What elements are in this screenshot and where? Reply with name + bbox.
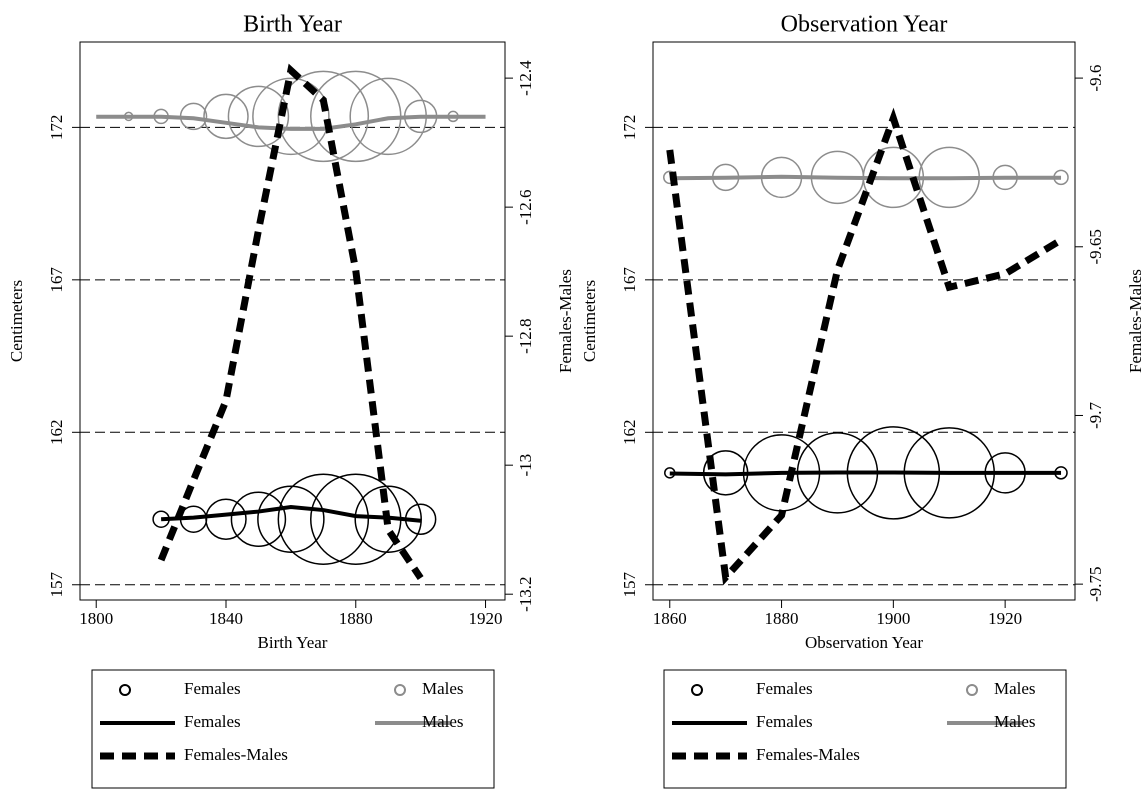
- plot-frame: [79, 41, 506, 601]
- x-tick-label: 1840: [209, 609, 243, 628]
- chart-title: Birth Year: [243, 12, 342, 38]
- legend-marker: [119, 684, 131, 696]
- plot-area: [96, 63, 486, 581]
- y-tick-label: 157: [47, 572, 66, 598]
- legend-marker: [966, 684, 978, 696]
- y-tick-label: 162: [47, 420, 66, 446]
- y-tick-label: 172: [47, 115, 66, 140]
- legend-label: Males: [994, 712, 1036, 731]
- x-tick-label: 1920: [988, 609, 1022, 628]
- legend-label: Males: [422, 679, 464, 698]
- dashed-line: [157, 63, 424, 581]
- x-tick-label: 1860: [653, 609, 687, 628]
- line: [161, 504, 421, 523]
- x-tick-label: 1880: [765, 609, 799, 628]
- y2-axis-title: Females-Males: [1126, 269, 1143, 373]
- legend-box: [663, 669, 1067, 789]
- y2-tick-label: -12.4: [516, 60, 535, 96]
- y-tick-label: 162: [620, 420, 639, 446]
- panel: Observation Year 157 162 167 172 -9.6 -9.65 -9.…: [580, 12, 1143, 789]
- line: [96, 114, 486, 131]
- legend-label: Females-Males: [756, 745, 860, 764]
- panel: Birth Year 157 162 167 172 -12.4 -12.6 -12.8 -13…: [7, 12, 575, 789]
- dashed-line: [666, 107, 1063, 586]
- legend-label: Females: [756, 712, 813, 731]
- bubble: [203, 93, 249, 140]
- y-tick-label: 167: [620, 267, 639, 293]
- y-tick-label: 167: [47, 267, 66, 293]
- x-tick-label: 1880: [339, 609, 373, 628]
- bubble: [230, 491, 287, 547]
- legend-label: Females: [184, 679, 241, 698]
- y2-tick-label: -12.6: [516, 189, 535, 224]
- bubble: [227, 85, 290, 148]
- legend-label: Females: [756, 679, 813, 698]
- chart-title: Observation Year: [781, 12, 948, 38]
- bubble: [257, 485, 325, 553]
- x-axis-title: Birth Year: [258, 633, 328, 652]
- line: [669, 470, 1062, 477]
- y2-tick-label: -9.65: [1086, 229, 1105, 264]
- bubble: [354, 485, 422, 553]
- legend-box: [91, 669, 495, 789]
- bubble: [277, 473, 370, 565]
- bubble: [252, 77, 330, 156]
- y-axis-title: Centimeters: [7, 280, 26, 362]
- x-axis-title: Observation Year: [805, 633, 923, 652]
- legend-marker: [691, 684, 703, 696]
- y2-tick-label: -13: [516, 454, 535, 477]
- legend-marker: [394, 684, 406, 696]
- y-axis-title: Centimeters: [580, 280, 599, 362]
- y2-tick-label: -9.6: [1086, 65, 1105, 92]
- bubble: [205, 498, 247, 540]
- y2-axis-title: Females-Males: [556, 269, 575, 373]
- x-tick-label: 1800: [79, 609, 113, 628]
- y2-tick-label: -13.2: [516, 576, 535, 611]
- line: [669, 174, 1062, 181]
- legend-label: Males: [994, 679, 1036, 698]
- y-tick-label: 157: [620, 572, 639, 598]
- legend-label: Females: [184, 712, 241, 731]
- x-tick-label: 1920: [469, 609, 503, 628]
- x-tick-label: 1900: [876, 609, 910, 628]
- legend-label: Females-Males: [184, 745, 288, 764]
- y2-tick-label: -12.8: [516, 318, 535, 353]
- y2-tick-label: -9.75: [1086, 566, 1105, 601]
- y-tick-label: 172: [620, 115, 639, 140]
- plot-area: [663, 107, 1069, 586]
- legend-label: Males: [422, 712, 464, 731]
- plot-frame: [652, 41, 1076, 601]
- y2-tick-label: -9.7: [1086, 402, 1105, 429]
- bubble: [277, 70, 370, 163]
